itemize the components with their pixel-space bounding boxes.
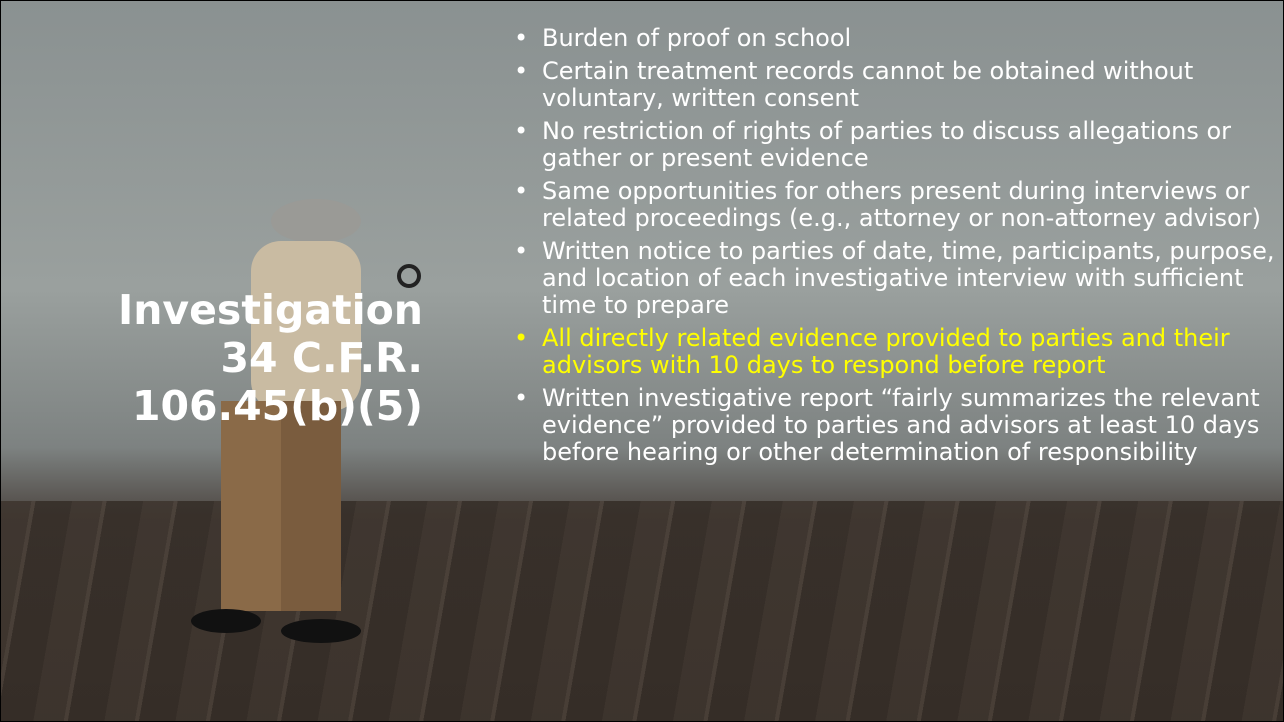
bullet: Written investigative report “fairly sum…	[506, 385, 1276, 466]
bullet: Same opportunities for others present du…	[506, 178, 1276, 232]
bullet: Certain treatment records cannot be obta…	[506, 58, 1276, 112]
bullet: Written notice to parties of date, time,…	[506, 238, 1276, 319]
bullet-list: Burden of proof on school Certain treatme…	[506, 25, 1276, 472]
page: Investigation 34 C.F.R. 106.45(b)(5) Bur…	[0, 0, 1284, 722]
slide-title: Investigation 34 C.F.R. 106.45(b)(5)	[118, 286, 423, 430]
bullet: All directly related evidence provided t…	[506, 325, 1276, 379]
title-line: 106.45(b)(5)	[118, 382, 423, 430]
bullet: Burden of proof on school	[506, 25, 1276, 52]
slide: Investigation 34 C.F.R. 106.45(b)(5) Bur…	[0, 0, 1284, 722]
bullet: No restriction of rights of parties to d…	[506, 118, 1276, 172]
title-line: 34 C.F.R.	[118, 334, 423, 382]
title-line: Investigation	[118, 286, 423, 334]
